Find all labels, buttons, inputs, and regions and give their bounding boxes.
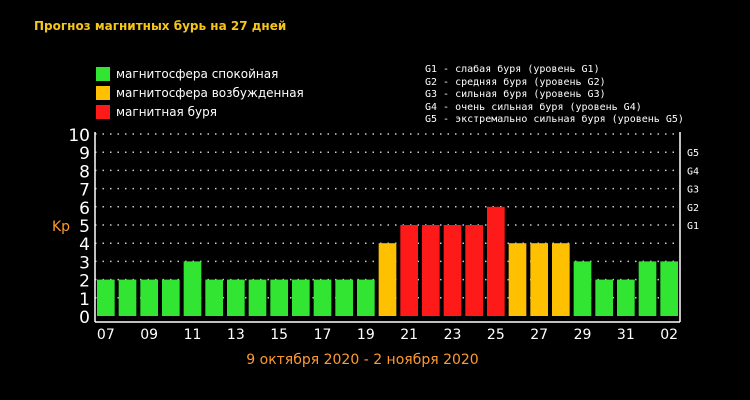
bar-10 (162, 279, 180, 316)
x-tick-label: 27 (530, 327, 548, 343)
legend-g2: G2 - средняя буря (уровень G2) (425, 76, 606, 88)
x-tick-label: 13 (227, 327, 245, 343)
legend-swatch-active (96, 85, 110, 100)
y-tick-label: 9 (79, 144, 90, 164)
y-axis-label: Kp (52, 219, 70, 235)
y-tick-label: 7 (79, 181, 90, 201)
right-tick-label: G4 (687, 166, 699, 177)
x-tick-label: 21 (400, 327, 418, 343)
bar-13 (227, 279, 245, 316)
bar-02 (660, 261, 678, 316)
legend-item-storm: магнитная буря (96, 102, 304, 121)
bar-28 (552, 243, 570, 316)
bar-24 (465, 225, 483, 316)
legend-label-active: магнитосфера возбужденная (116, 85, 304, 100)
bar-25 (487, 206, 505, 316)
bar-31 (617, 279, 635, 316)
y-tick-label: 5 (79, 217, 90, 237)
legend-kp-levels: магнитосфера спокойная магнитосфера возб… (96, 64, 304, 121)
legend-g4: G4 - очень сильная буря (уровень G4) (425, 101, 642, 113)
x-tick-label: 02 (660, 327, 678, 343)
bar-11 (183, 261, 202, 316)
y-tick-label: 6 (79, 199, 90, 219)
x-tick-label: 25 (487, 327, 505, 343)
legend-swatch-storm (96, 104, 110, 119)
bar-26 (508, 243, 527, 316)
bar-21 (400, 225, 418, 316)
bar-07 (97, 279, 115, 316)
bar-09 (140, 279, 158, 316)
y-tick-label: 0 (79, 308, 90, 328)
bar-27 (530, 243, 548, 316)
legend-storm-levels: G1 - слабая буря (уровень G1) G2 - средн… (425, 64, 684, 127)
y-tick-label: 10 (68, 126, 90, 146)
bar-08 (118, 279, 137, 316)
y-tick-label: 2 (79, 272, 90, 292)
legend-g1: G1 - слабая буря (уровень G1) (425, 64, 600, 75)
right-tick-label: G2 (687, 203, 699, 214)
bar-22 (422, 225, 440, 316)
bar-12 (205, 279, 223, 316)
bar-29 (573, 261, 592, 316)
x-tick-label: 09 (140, 327, 158, 343)
legend-item-active: магнитосфера возбужденная (96, 83, 304, 102)
page-title: Прогноз магнитных бурь на 27 дней (34, 19, 287, 33)
bar-17 (313, 279, 332, 316)
x-tick-label: 31 (617, 327, 635, 343)
right-tick-label: G5 (687, 148, 699, 159)
bar-14 (248, 279, 267, 316)
x-tick-label: 15 (270, 327, 288, 343)
legend-item-quiet: магнитосфера спокойная (96, 64, 304, 83)
bar-20 (378, 243, 397, 316)
bar-16 (292, 279, 310, 316)
bar-19 (357, 279, 375, 316)
legend-swatch-quiet (96, 66, 110, 81)
legend-label-storm: магнитная буря (116, 104, 217, 119)
legend-g3: G3 - сильная буря (уровень G3) (425, 89, 606, 100)
right-tick-label: G1 (687, 221, 699, 232)
bar-30 (595, 279, 613, 316)
x-tick-label: 19 (357, 327, 375, 343)
x-tick-label: 07 (97, 327, 115, 343)
y-tick-label: 8 (79, 162, 90, 182)
y-tick-label: 4 (79, 235, 90, 255)
x-tick-label: 29 (574, 327, 592, 343)
legend-g5: G5 - экстремально сильная буря (уровень … (425, 114, 684, 125)
x-tick-label: 11 (184, 327, 202, 343)
bar-23 (443, 225, 462, 316)
right-tick-label: G3 (687, 185, 699, 196)
x-tick-label: 17 (314, 327, 332, 343)
bar-01 (638, 261, 657, 316)
bar-18 (335, 279, 353, 316)
y-tick-label: 1 (79, 290, 90, 310)
bar-15 (270, 279, 288, 316)
legend-label-quiet: магнитосфера спокойная (116, 66, 279, 81)
x-tick-label: 23 (444, 327, 462, 343)
y-tick-label: 3 (79, 253, 90, 273)
x-axis-label: 9 октября 2020 - 2 ноября 2020 (246, 352, 478, 368)
